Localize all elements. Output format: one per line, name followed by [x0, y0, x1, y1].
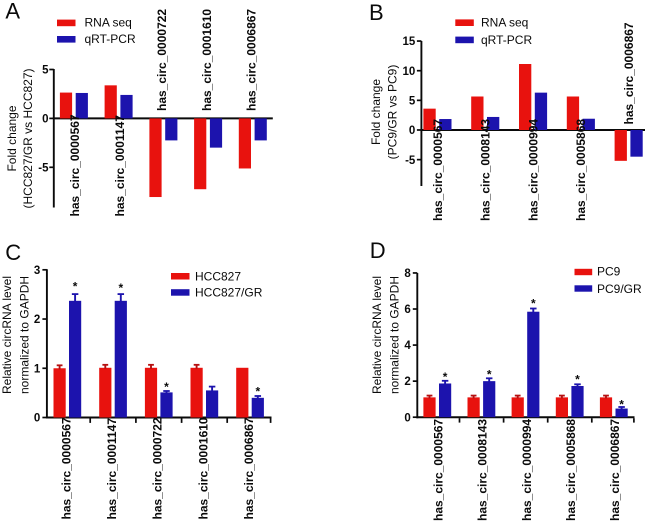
svg-text:0: 0	[404, 412, 410, 424]
svg-text:(PC9/GR vs PC9): (PC9/GR vs PC9)	[385, 65, 399, 160]
svg-text:has_circ_0005868: has_circ_0005868	[574, 119, 588, 221]
svg-text:3: 3	[34, 265, 40, 277]
svg-text:B: B	[369, 0, 384, 25]
svg-text:HCC827: HCC827	[195, 269, 241, 283]
svg-text:-5: -5	[38, 162, 49, 174]
svg-text:has_circ_0006867: has_circ_0006867	[242, 417, 256, 519]
svg-text:*: *	[487, 368, 492, 382]
svg-text:*: *	[619, 397, 624, 411]
svg-text:has_circ_0000722: has_circ_0000722	[155, 9, 169, 111]
svg-text:PC9/GR: PC9/GR	[597, 282, 642, 296]
svg-text:-5: -5	[405, 155, 416, 167]
svg-text:has_circ_0000567: has_circ_0000567	[432, 419, 446, 521]
svg-text:5: 5	[409, 95, 416, 107]
svg-text:4: 4	[404, 340, 411, 352]
svg-text:has_circ_0006867: has_circ_0006867	[622, 22, 636, 124]
svg-text:has_circ_0006867: has_circ_0006867	[608, 419, 622, 521]
svg-text:15: 15	[403, 36, 416, 48]
svg-text:has_circ_0000567: has_circ_0000567	[431, 119, 445, 221]
svg-text:0: 0	[409, 125, 415, 137]
svg-text:qRT-PCR: qRT-PCR	[85, 32, 136, 46]
svg-text:has_circ_0000994: has_circ_0000994	[520, 419, 534, 521]
svg-text:8: 8	[404, 268, 411, 280]
svg-text:0: 0	[34, 413, 40, 425]
svg-text:has_circ_0001610: has_circ_0001610	[196, 417, 210, 519]
svg-text:6: 6	[404, 304, 410, 316]
svg-text:HCC827/GR: HCC827/GR	[195, 286, 263, 300]
svg-text:RNA seq: RNA seq	[481, 16, 528, 30]
svg-text:Fold change: Fold change	[369, 79, 383, 145]
svg-text:Relative circRNA level: Relative circRNA level	[370, 276, 384, 394]
svg-text:normalized to GAPDH: normalized to GAPDH	[17, 276, 31, 394]
svg-text:2: 2	[404, 376, 410, 388]
svg-text:has_circ_0001147: has_circ_0001147	[105, 418, 119, 520]
svg-text:has_circ_0005868: has_circ_0005868	[564, 419, 578, 521]
svg-text:0: 0	[42, 114, 48, 126]
svg-text:has_circ_0000567: has_circ_0000567	[68, 114, 82, 216]
svg-text:PC9: PC9	[597, 265, 621, 279]
svg-text:D: D	[370, 238, 386, 263]
svg-text:Fold change: Fold change	[5, 105, 19, 171]
svg-text:normalized to GAPDH: normalized to GAPDH	[387, 276, 401, 394]
svg-text:has_circ_0000722: has_circ_0000722	[151, 417, 165, 519]
svg-text:A: A	[5, 0, 20, 23]
svg-text:Relative circRNA level: Relative circRNA level	[0, 276, 14, 394]
svg-text:has_circ_0008143: has_circ_0008143	[476, 419, 490, 521]
svg-text:(HCC827/GR vs HCC827): (HCC827/GR vs HCC827)	[21, 68, 35, 208]
svg-text:RNA seq: RNA seq	[85, 16, 132, 30]
svg-text:2: 2	[34, 314, 40, 326]
svg-text:*: *	[73, 279, 78, 293]
svg-text:qRT-PCR: qRT-PCR	[481, 33, 532, 47]
svg-text:5: 5	[42, 65, 49, 77]
svg-text:*: *	[255, 385, 260, 399]
svg-text:10: 10	[403, 66, 416, 78]
svg-text:has_circ_0001147: has_circ_0001147	[113, 115, 127, 217]
svg-text:has_circ_0006867: has_circ_0006867	[245, 9, 259, 111]
svg-text:1: 1	[34, 363, 41, 375]
svg-text:*: *	[164, 380, 169, 394]
svg-text:*: *	[531, 296, 536, 310]
svg-text:*: *	[575, 373, 580, 387]
svg-text:has_circ_0000567: has_circ_0000567	[59, 417, 73, 519]
svg-text:has_circ_0008143: has_circ_0008143	[479, 119, 493, 221]
svg-text:C: C	[5, 240, 21, 265]
svg-text:*: *	[118, 281, 123, 295]
svg-text:*: *	[443, 370, 448, 384]
svg-text:has_circ_0001610: has_circ_0001610	[200, 9, 214, 111]
svg-text:has_circ_0000994: has_circ_0000994	[526, 119, 540, 221]
